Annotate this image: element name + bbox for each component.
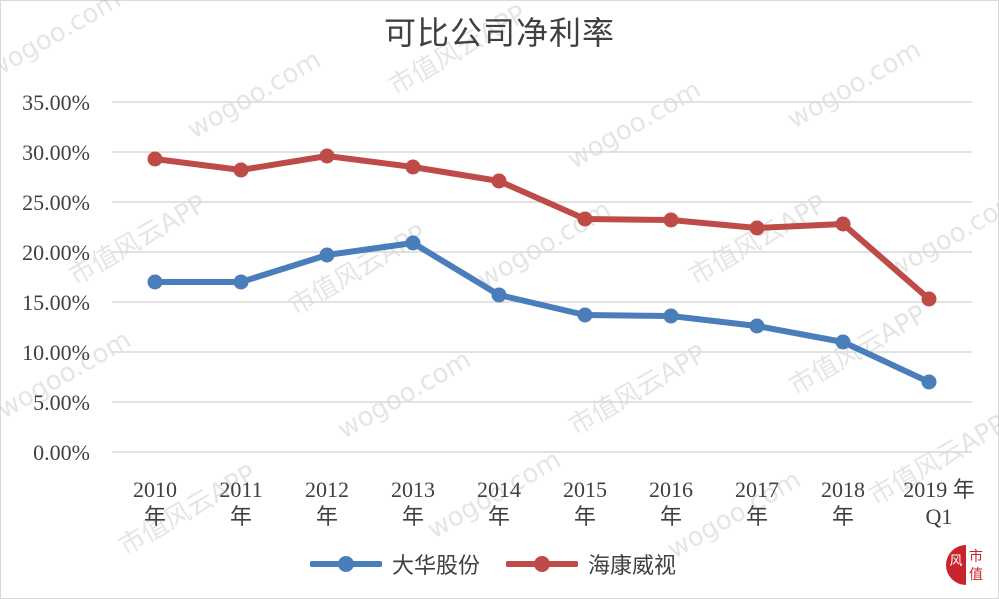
series-layer: [147, 148, 937, 390]
svg-text:市: 市: [969, 548, 983, 565]
y-tick-label: 10.00%: [22, 340, 90, 365]
y-tick-label: 30.00%: [22, 140, 90, 165]
legend-item-dahua[interactable]: 大华股份: [310, 548, 480, 580]
chart-legend: 大华股份 海康威视: [310, 548, 676, 580]
data-point[interactable]: [491, 173, 507, 189]
data-point[interactable]: [663, 212, 679, 228]
y-tick-label: 5.00%: [33, 390, 90, 415]
x-tick-year: 2011: [219, 477, 263, 502]
data-point[interactable]: [577, 307, 593, 323]
data-point[interactable]: [319, 148, 335, 164]
x-tick-year: 2010: [133, 477, 177, 502]
x-tick-suffix: 年: [315, 504, 338, 529]
x-tick-label: 2015 年: [545, 476, 625, 530]
svg-text:值: 值: [969, 567, 983, 583]
data-point[interactable]: [749, 220, 765, 236]
data-point[interactable]: [835, 334, 851, 350]
x-tick-label: 2016 年: [631, 476, 711, 530]
x-tick-suffix: 年: [573, 504, 596, 529]
y-tick-label: 25.00%: [22, 190, 90, 215]
data-point[interactable]: [147, 274, 163, 290]
legend-label: 大华股份: [392, 554, 481, 579]
brand-logo-icon: 风 市 值: [944, 543, 988, 587]
legend-item-hikvision[interactable]: 海康威视: [506, 548, 676, 580]
legend-line-marker-icon: [310, 556, 382, 572]
x-tick-label: 2019 年 Q1: [889, 476, 989, 530]
series-line-1: [147, 148, 937, 307]
legend-line-marker-icon: [506, 556, 579, 572]
x-tick-label: 2010 年: [115, 476, 195, 530]
x-tick-suffix: 年: [831, 504, 854, 529]
data-point[interactable]: [233, 162, 249, 178]
x-tick-year: 2012: [305, 477, 349, 502]
x-tick-label: 2014 年: [459, 476, 539, 530]
legend-label: 海康威视: [588, 554, 677, 579]
data-point[interactable]: [577, 211, 593, 227]
x-tick-year: 2015: [563, 477, 607, 502]
svg-text:风: 风: [949, 554, 962, 569]
x-tick-label: 2012 年: [287, 476, 367, 530]
data-point[interactable]: [749, 318, 765, 334]
x-tick-suffix: 年: [401, 504, 424, 529]
x-tick-year: 2014: [477, 477, 521, 502]
x-tick-suffix: 年: [229, 504, 252, 529]
data-point[interactable]: [921, 291, 937, 307]
data-point[interactable]: [405, 159, 421, 175]
data-point[interactable]: [835, 216, 851, 232]
y-tick-label: 0.00%: [33, 440, 90, 465]
x-tick-year: 2016: [649, 477, 693, 502]
data-point[interactable]: [921, 374, 937, 390]
x-tick-label: 2017 年: [717, 476, 797, 530]
x-tick-suffix: 年: [487, 504, 510, 529]
chart-title: 可比公司净利率: [383, 14, 615, 52]
x-tick-suffix: 年: [745, 504, 768, 529]
x-tick-suffix: 年: [143, 504, 166, 529]
x-tick-year: 2018: [821, 477, 865, 502]
x-tick-label: 2018 年: [803, 476, 883, 530]
x-tick-suffix: Q1: [925, 504, 953, 529]
data-point[interactable]: [147, 151, 163, 167]
x-tick-label: 2013 年: [373, 476, 453, 530]
x-tick-year: 2019 年: [903, 477, 975, 502]
y-tick-label: 15.00%: [22, 290, 90, 315]
data-point[interactable]: [319, 247, 335, 263]
data-point[interactable]: [405, 235, 421, 251]
data-point[interactable]: [663, 308, 679, 324]
x-tick-label: 2011 年: [201, 476, 281, 530]
x-tick-suffix: 年: [659, 504, 682, 529]
x-tick-year: 2017: [735, 477, 779, 502]
x-tick-year: 2013: [391, 477, 435, 502]
y-tick-label: 35.00%: [22, 90, 90, 115]
gridlines: [112, 101, 972, 453]
series-line-0: [147, 235, 937, 390]
data-point[interactable]: [491, 287, 507, 303]
data-point[interactable]: [233, 274, 249, 290]
y-tick-label: 20.00%: [22, 240, 90, 265]
